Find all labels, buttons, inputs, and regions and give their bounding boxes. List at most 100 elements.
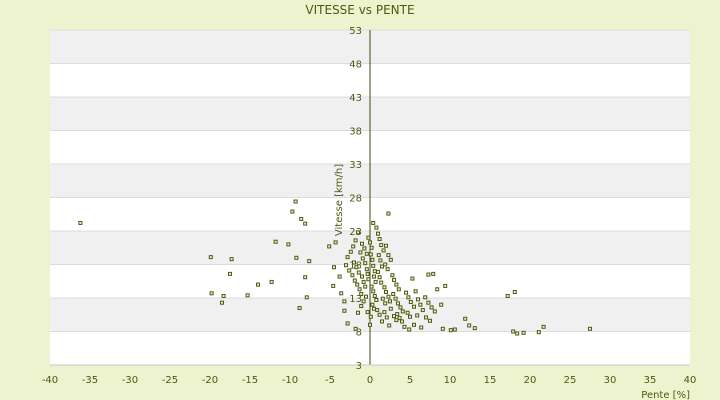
data-point [387, 323, 392, 328]
data-point [339, 291, 344, 296]
data-point [377, 275, 382, 280]
data-point [379, 280, 384, 285]
data-point [448, 328, 453, 333]
data-point [368, 252, 373, 257]
data-point [588, 326, 592, 331]
data-point [368, 314, 373, 319]
y-tick-label: 23 [349, 227, 362, 238]
x-tick-label: 25 [564, 375, 577, 386]
data-point [424, 315, 428, 320]
data-point [386, 253, 391, 258]
data-point [407, 327, 412, 332]
data-point [371, 263, 376, 268]
data-point [327, 244, 332, 249]
data-point [372, 269, 377, 274]
x-tick-labels: -40 -35 -30 -25 -20 -15 -10 -5 0 5 10 15 20 25 30 35 40 [42, 375, 697, 386]
data-point [505, 293, 510, 298]
data-point [208, 255, 213, 260]
x-tick-label: -15 [242, 375, 258, 386]
data-point [412, 304, 416, 309]
data-point [376, 253, 381, 258]
data-point [359, 291, 364, 296]
data-point [372, 293, 377, 298]
x-tick-label: -40 [42, 375, 58, 386]
x-tick-label: 30 [604, 375, 617, 386]
data-point [467, 323, 472, 328]
data-point [515, 331, 520, 336]
data-point [377, 237, 382, 242]
data-point [400, 309, 405, 314]
y-tick-label: 3 [356, 361, 362, 372]
x-tick-label: 5 [407, 375, 413, 386]
data-point [418, 302, 423, 307]
data-point [431, 271, 436, 276]
data-point [352, 260, 356, 265]
data-point [388, 306, 393, 311]
data-point [273, 239, 278, 244]
data-point [392, 277, 396, 282]
data-point [408, 300, 413, 305]
data-point [408, 314, 412, 319]
data-point [229, 257, 234, 262]
data-point [394, 318, 399, 323]
data-point [245, 293, 250, 298]
data-point [388, 257, 393, 262]
data-point [426, 272, 431, 277]
data-point [371, 220, 376, 225]
data-point [382, 285, 387, 290]
data-point [380, 319, 384, 324]
data-point [286, 242, 291, 247]
data-point [393, 296, 398, 301]
data-point [415, 313, 420, 318]
data-point [303, 275, 308, 280]
data-point [374, 298, 379, 303]
data-point [383, 262, 388, 267]
data-point [372, 306, 376, 311]
data-point [380, 264, 384, 269]
data-point [365, 310, 370, 315]
data-point [342, 299, 347, 304]
data-point [369, 284, 374, 289]
data-point [429, 305, 434, 310]
data-point [78, 220, 83, 225]
data-point [221, 293, 226, 298]
data-point [420, 308, 425, 313]
x-tick-label: 40 [684, 375, 697, 386]
data-point [388, 299, 392, 304]
data-point [331, 283, 336, 288]
data-point [303, 221, 308, 226]
data-point [347, 268, 352, 273]
data-point [386, 211, 391, 216]
chart-title: VITESSE vs PENTE [305, 3, 414, 17]
data-point [369, 245, 374, 250]
data-point [452, 327, 457, 332]
data-point [412, 322, 416, 327]
data-point [360, 241, 364, 246]
data-point [435, 287, 440, 292]
x-tick-label: -30 [122, 375, 138, 386]
data-point [372, 274, 376, 279]
data-point [384, 243, 388, 248]
x-tick-label: -25 [162, 375, 178, 386]
x-tick-label: -5 [325, 375, 335, 386]
data-point [356, 230, 360, 235]
x-tick-label: -35 [82, 375, 98, 386]
y-tick-label: 53 [349, 26, 362, 37]
data-point [366, 235, 371, 240]
data-point [356, 310, 360, 315]
data-point [358, 250, 363, 255]
y-tick-label: 13 [349, 294, 362, 305]
data-point [386, 294, 391, 299]
data-point [370, 257, 375, 262]
data-point [395, 312, 400, 317]
data-point [345, 321, 350, 326]
data-point [374, 225, 379, 230]
data-point [337, 274, 342, 279]
y-tick-label: 48 [349, 60, 362, 71]
data-point [378, 258, 383, 263]
data-point [398, 305, 403, 310]
x-tick-label: -10 [282, 375, 298, 386]
data-point [359, 304, 364, 309]
data-point [380, 296, 385, 301]
data-point [439, 302, 444, 307]
